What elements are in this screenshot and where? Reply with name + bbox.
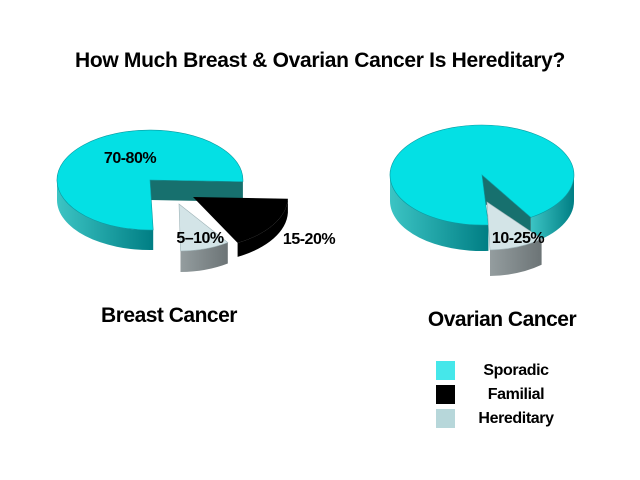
breast-cancer-pie: [56, 129, 288, 272]
legend-row-hereditary: Hereditary: [436, 409, 586, 428]
ovarian-hereditary-slice-side: [490, 238, 542, 276]
legend-row-familial: Familial: [436, 385, 586, 404]
breast-sporadic-value-label: 70-80%: [103, 150, 157, 167]
legend-label-sporadic: Sporadic: [483, 361, 549, 379]
ovarian-sporadic-slice-side-right: [530, 175, 574, 244]
breast-sporadic-slice-top: [56, 129, 244, 231]
breast-hereditary-slice-side: [180, 242, 228, 272]
breast-hereditary-value-label: 5–10%: [176, 230, 224, 247]
legend: Sporadic Familial Hereditary: [436, 361, 586, 433]
ovarian-hereditary-slice-top: [486, 201, 543, 251]
breast-familial-slice-top: [193, 197, 288, 243]
ovarian-cancer-chart-title: Ovarian Cancer: [427, 308, 577, 331]
ovarian-sporadic-slice-top: [389, 124, 575, 226]
legend-label-familial: Familial: [487, 385, 545, 403]
ovarian-sporadic-slice-side-left: [390, 175, 489, 252]
breast-familial-value-label: 15-20%: [282, 231, 336, 248]
breast-familial-slice-side: [237, 198, 288, 257]
breast-hereditary-slice-top: [178, 203, 229, 252]
breast-cancer-chart-title: Breast Cancer: [101, 304, 237, 327]
legend-label-hereditary: Hereditary: [478, 409, 554, 427]
sporadic-color-swatch: [436, 361, 455, 380]
breast-sporadic-slice-side: [56, 180, 154, 251]
familial-color-swatch: [436, 385, 455, 404]
ovarian-cancer-pie: [389, 124, 575, 276]
hereditary-color-swatch: [436, 409, 455, 428]
legend-row-sporadic: Sporadic: [436, 361, 586, 380]
breast-pie-cut-wall: [150, 180, 243, 202]
slide-title: How Much Breast & Ovarian Cancer Is Here…: [74, 49, 566, 72]
ovarian-hereditary-value-label: 10-25%: [491, 230, 545, 247]
